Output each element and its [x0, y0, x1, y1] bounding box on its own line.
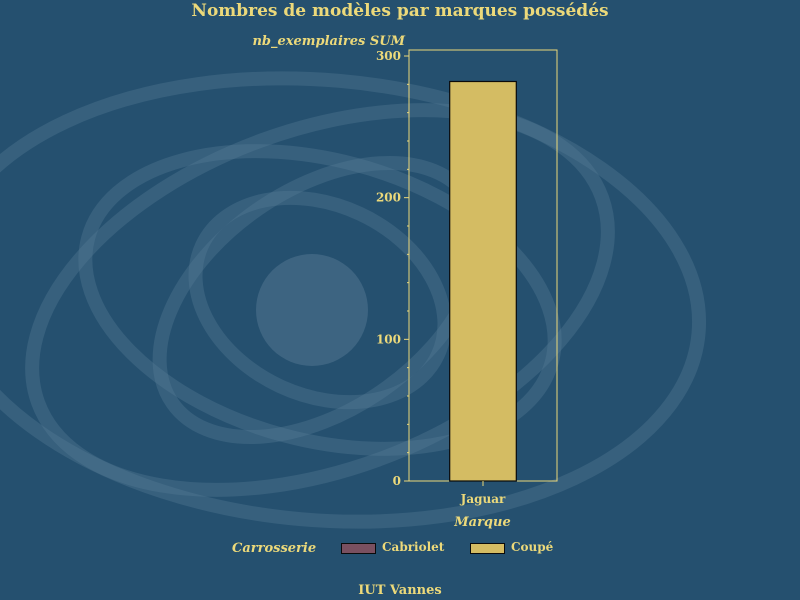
y-tick-label: 200 [376, 191, 401, 205]
legend-title: Carrosserie [232, 541, 317, 556]
legend-swatch-cabriolet [341, 543, 376, 554]
x-tick-label: Jaguar [460, 492, 506, 506]
chart-title: Nombres de modèles par marques possédés [191, 1, 609, 21]
x-axis-label: Marque [454, 515, 511, 530]
legend-label-coupe: Coupé [511, 540, 554, 554]
bars-group [449, 80, 517, 482]
legend-swatch-coupe [470, 543, 505, 554]
y-axis: 0 100 200 300 [376, 49, 409, 488]
x-axis: Jaguar [460, 481, 506, 506]
y-axis-label: nb_exemplaires SUM [252, 34, 405, 49]
footer-text: IUT Vannes [358, 583, 442, 598]
y-tick-label: 0 [393, 474, 401, 488]
y-tick-label: 300 [376, 49, 401, 63]
legend-label-cabriolet: Cabriolet [382, 540, 445, 554]
bar-jaguar-coupe [449, 80, 517, 482]
y-tick-label: 100 [376, 332, 401, 346]
